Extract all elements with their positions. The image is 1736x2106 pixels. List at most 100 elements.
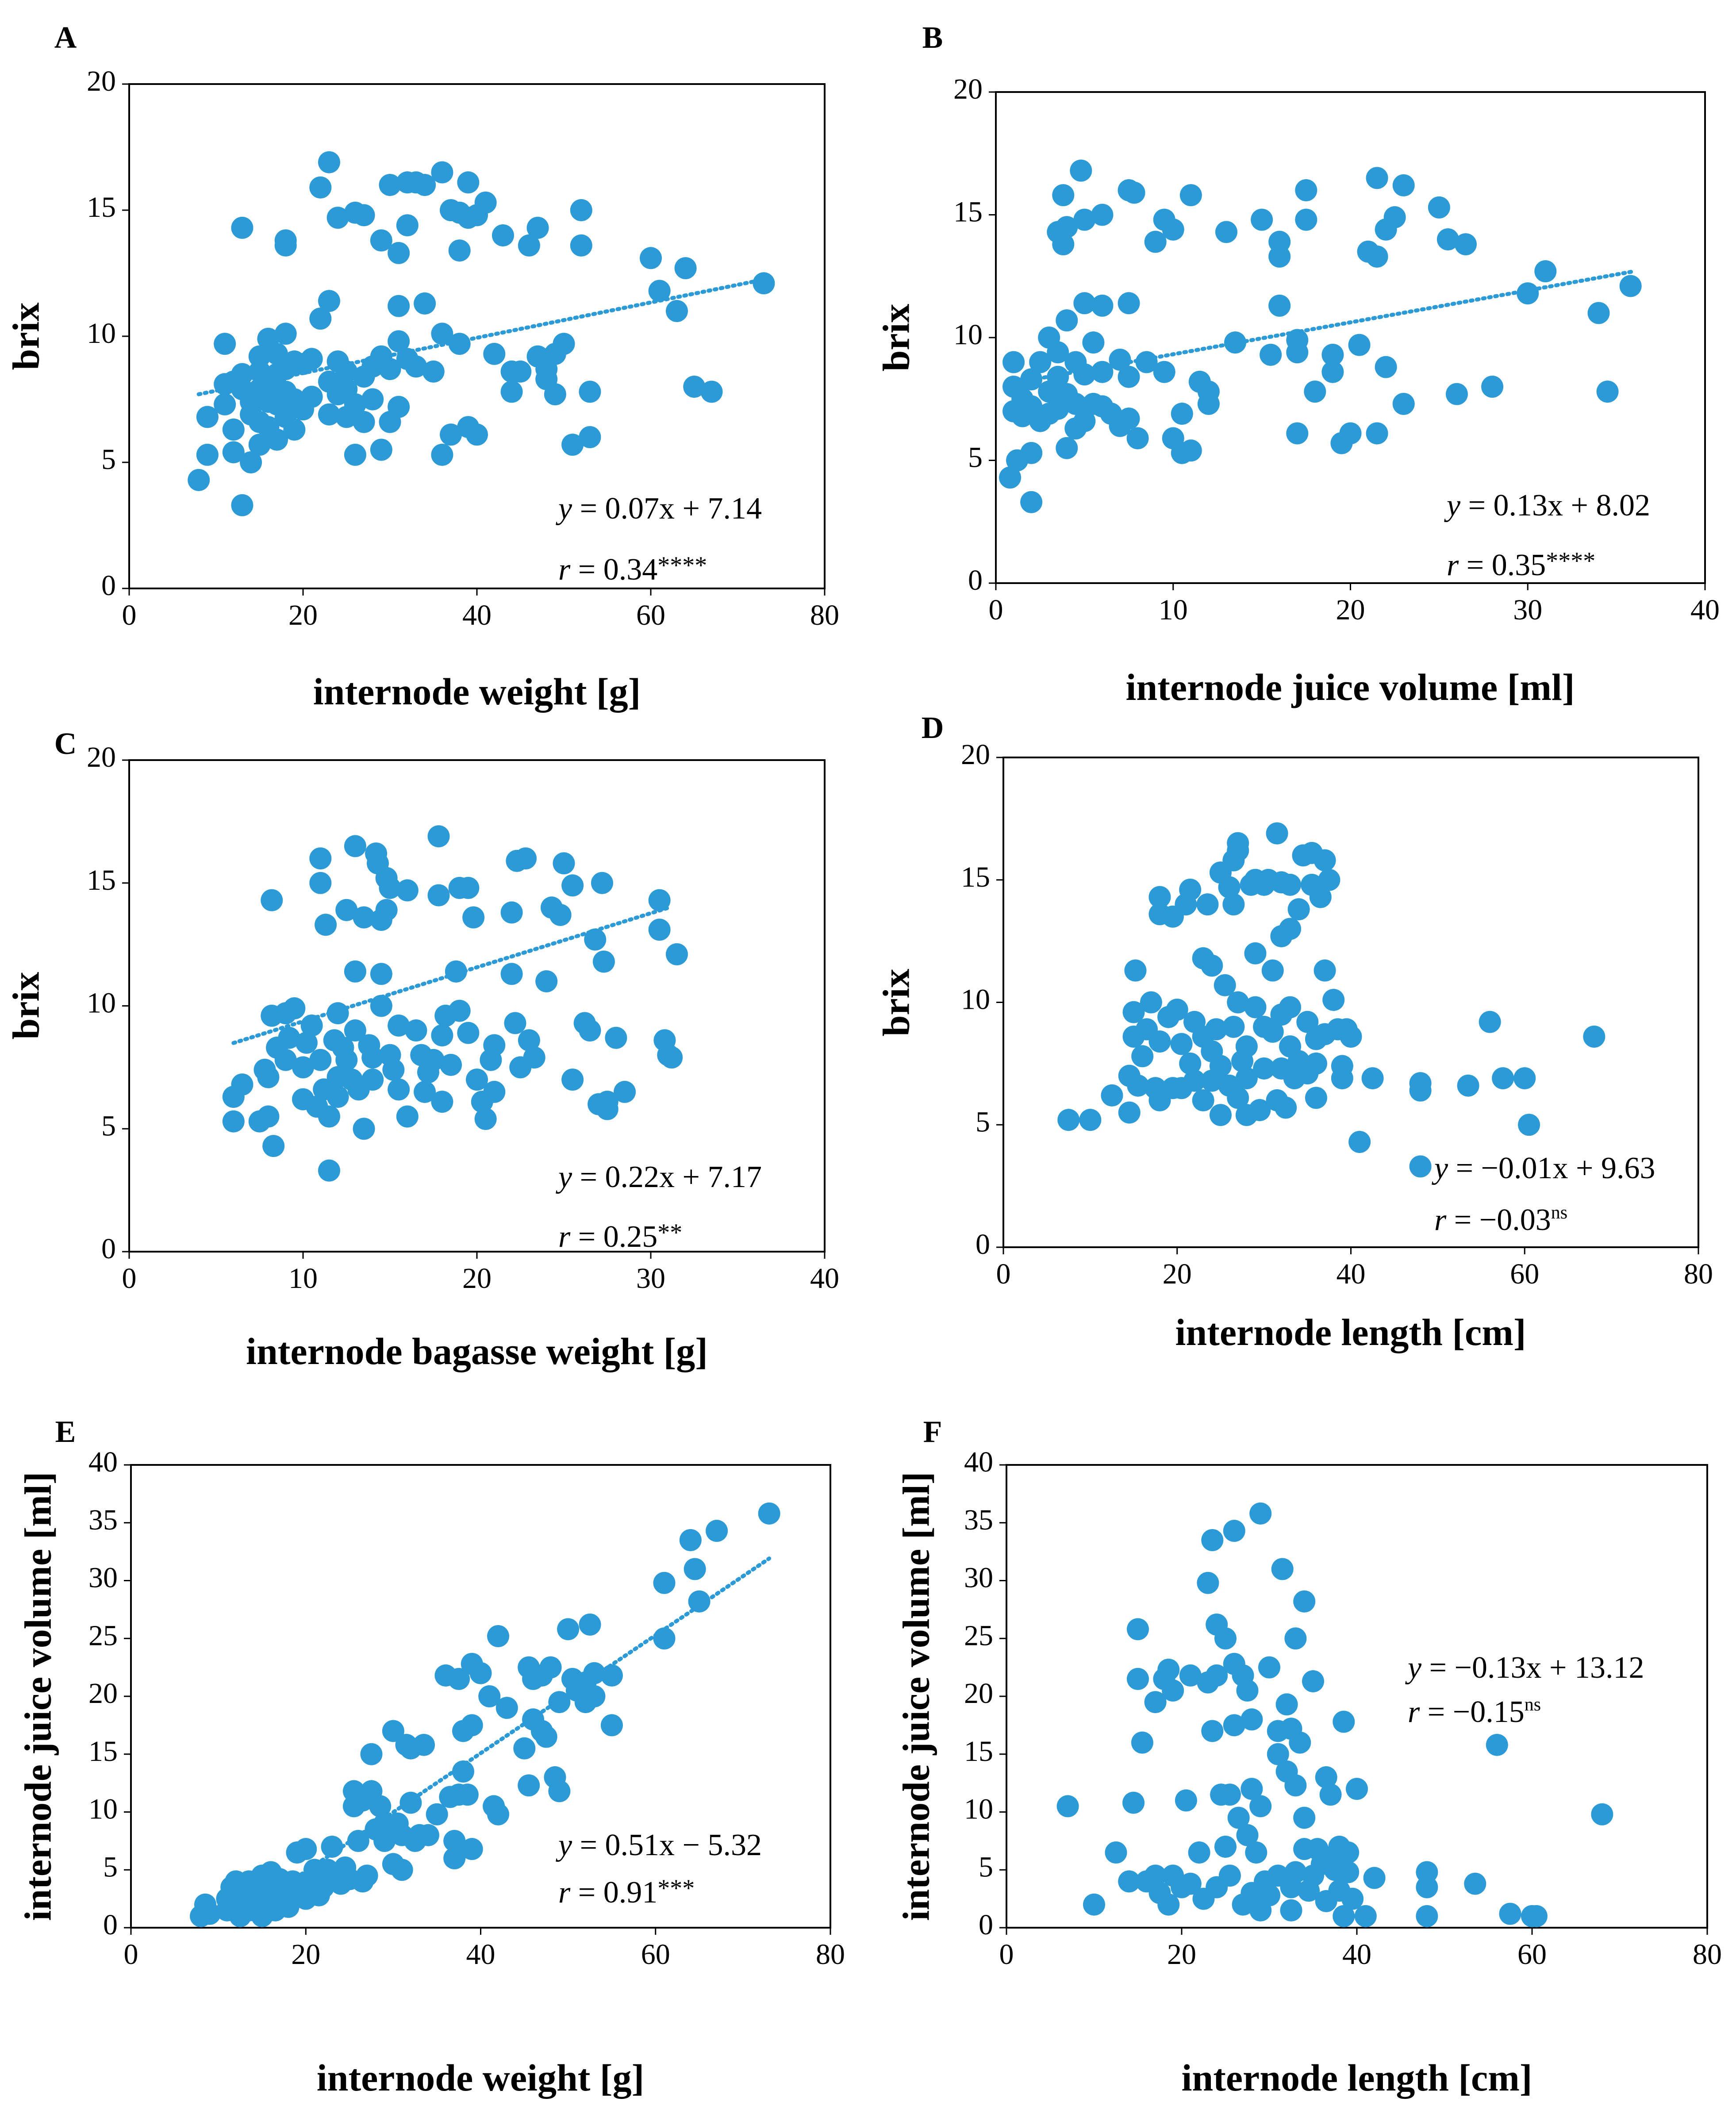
data-point <box>222 1110 245 1133</box>
x-tick-label: 0 <box>122 1262 137 1295</box>
data-point <box>518 234 540 257</box>
data-point <box>361 1068 384 1091</box>
regression-equation: y = −0.01x + 9.63 <box>1432 1151 1655 1185</box>
data-point <box>1218 876 1241 899</box>
data-point <box>344 393 366 415</box>
data-point <box>665 943 688 965</box>
data-point <box>1583 1025 1605 1048</box>
data-point <box>495 1697 518 1719</box>
data-point <box>1304 380 1326 403</box>
data-point <box>1534 260 1557 283</box>
data-point <box>382 1720 404 1742</box>
data-point <box>535 1726 557 1748</box>
y-tick-label: 20 <box>88 1677 118 1710</box>
eq-y-symbol: y <box>556 1160 572 1194</box>
data-point <box>321 1835 343 1858</box>
data-point <box>1267 1743 1289 1765</box>
panel-f: F 0 20 40 60 80 0 5 10 15 20 25 30 35 40 internode leng… <box>895 1415 1722 2099</box>
eq-body: = 0.13x + 8.02 <box>1460 488 1650 523</box>
eq-body: = 0.51x − 5.32 <box>572 1828 762 1862</box>
data-point <box>1002 351 1025 373</box>
x-tick-label: 20 <box>288 599 318 631</box>
data-point <box>561 434 584 456</box>
data-point <box>440 423 462 446</box>
data-point <box>1279 873 1302 896</box>
data-point <box>1366 245 1388 268</box>
data-point <box>1249 1795 1272 1818</box>
data-point <box>257 1105 280 1128</box>
stat-body: = −0.15 <box>1420 1695 1524 1729</box>
panel-b: B 0 10 20 30 40 0 5 10 15 20 internode juice volume… <box>875 21 1720 708</box>
data-point <box>483 1034 506 1057</box>
x-tick-label: 60 <box>641 1938 670 1971</box>
data-point <box>591 872 613 894</box>
data-point <box>353 204 375 227</box>
data-point <box>679 1529 702 1551</box>
data-point <box>1124 959 1147 982</box>
data-point <box>405 1019 427 1042</box>
data-point <box>1215 221 1237 243</box>
data-point <box>1499 1902 1521 1925</box>
data-point <box>1375 356 1397 378</box>
data-point <box>1020 442 1043 464</box>
data-point <box>1248 1099 1271 1122</box>
data-point <box>295 1838 317 1860</box>
data-point <box>1392 392 1415 415</box>
x-axis-label: internode weight [g] <box>313 670 641 713</box>
data-point <box>1162 1679 1184 1702</box>
y-tick-label: 40 <box>964 1446 993 1478</box>
data-point <box>1118 1870 1141 1893</box>
data-point <box>445 960 467 983</box>
data-point <box>1218 1783 1241 1806</box>
data-point <box>1253 1057 1275 1080</box>
data-point <box>1179 1872 1202 1895</box>
data-point <box>579 1613 601 1636</box>
data-point <box>1337 1841 1360 1864</box>
data-point <box>1235 1067 1258 1090</box>
data-point <box>1241 1708 1263 1731</box>
data-point <box>295 1031 318 1054</box>
data-point <box>1123 181 1145 204</box>
panel-letter: B <box>922 21 943 55</box>
data-point <box>1135 351 1158 373</box>
data-point <box>1056 1795 1079 1818</box>
y-tick-label: 10 <box>87 317 116 350</box>
x-tick-label: 0 <box>996 1258 1011 1290</box>
data-point <box>1392 174 1415 196</box>
x-tick-label: 60 <box>636 599 665 631</box>
data-point <box>214 333 236 355</box>
data-point <box>1251 208 1273 231</box>
x-axis-label: internode bagasse weight [g] <box>246 1330 708 1372</box>
data-point <box>640 247 662 269</box>
data-point <box>1218 1864 1241 1887</box>
data-point <box>1284 1627 1307 1650</box>
data-point <box>1052 184 1075 207</box>
data-point <box>500 901 523 924</box>
data-point <box>335 899 358 921</box>
correlation-stat: r = 0.35**** <box>1447 547 1595 582</box>
data-point <box>706 1520 728 1542</box>
data-point <box>1214 974 1236 996</box>
y-tick-label: 0 <box>976 1228 990 1261</box>
eq-y-symbol: y <box>556 1828 572 1862</box>
data-point <box>1354 1905 1377 1927</box>
data-point <box>396 214 419 237</box>
data-point <box>549 903 572 926</box>
data-point <box>474 191 497 214</box>
x-tick-label: 10 <box>288 1262 318 1295</box>
data-point <box>1309 886 1332 908</box>
stat-body: = 0.35 <box>1459 548 1546 582</box>
data-point <box>457 171 480 194</box>
data-point <box>504 1012 526 1034</box>
data-point <box>579 380 601 403</box>
data-point <box>1619 275 1642 297</box>
data-point <box>466 1068 488 1091</box>
data-point <box>257 1066 280 1088</box>
data-point <box>1445 383 1468 405</box>
data-point <box>1227 1087 1249 1109</box>
eq-body: = −0.01x + 9.63 <box>1448 1151 1655 1185</box>
data-point <box>274 1049 297 1071</box>
data-point <box>1122 1791 1145 1814</box>
data-point <box>1348 1130 1371 1153</box>
data-point <box>1126 427 1149 450</box>
